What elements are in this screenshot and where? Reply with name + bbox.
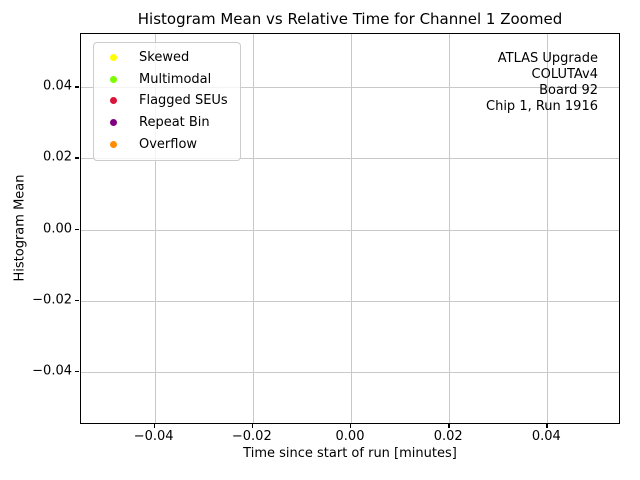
- y-tick-label: −0.04: [32, 363, 72, 379]
- y-tick-mark: [75, 86, 79, 88]
- x-tick-label: 0.02: [433, 429, 463, 444]
- legend-item: Flagged SEUs: [94, 90, 240, 112]
- annotation-line: COLUTAv4: [531, 67, 598, 82]
- legend-marker-icon: [110, 54, 117, 62]
- gridline-vertical: [154, 34, 156, 423]
- y-tick-label: 0.02: [43, 149, 72, 165]
- legend-item: Multimodal: [94, 69, 240, 91]
- gridline-vertical: [449, 34, 451, 423]
- gridline-vertical: [547, 34, 549, 423]
- legend-marker-icon: [110, 119, 117, 127]
- legend-item: Overflow: [94, 133, 240, 155]
- legend-item-label: Flagged SEUs: [139, 93, 228, 109]
- y-tick-label: 0.00: [43, 221, 72, 236]
- chart-title: Histogram Mean vs Relative Time for Chan…: [137, 10, 563, 28]
- x-tick-label: 0.00: [335, 429, 365, 444]
- legend: Skewed Multimodal Flagged SEUs Repeat Bin Ov…: [93, 42, 241, 161]
- gridline-horizontal: [81, 87, 619, 89]
- legend-item-label: Overflow: [139, 136, 198, 152]
- annotation-line: Chip 1, Run 1916: [486, 99, 598, 114]
- gridline-vertical: [252, 34, 254, 423]
- legend-marker-icon: [110, 97, 117, 105]
- legend-item-label: Repeat Bin: [139, 115, 210, 131]
- gridline-horizontal: [81, 371, 619, 373]
- gridline-horizontal: [81, 229, 619, 231]
- x-tick-label: −0.04: [133, 429, 174, 444]
- legend-item-label: Multimodal: [139, 71, 212, 87]
- gridline-horizontal: [81, 300, 619, 302]
- legend-item-label: Skewed: [139, 50, 190, 66]
- legend-marker-icon: [110, 75, 117, 83]
- legend-item: Repeat Bin: [94, 112, 240, 134]
- x-tick-mark: [251, 424, 254, 428]
- annotation-text: ATLAS Upgrade COLUTAv4 Board 92 Chip 1, Run…: [0, 51, 598, 115]
- legend-item: Skewed: [94, 47, 240, 69]
- x-tick-label: −0.02: [231, 429, 272, 444]
- annotation-line: ATLAS Upgrade: [497, 51, 598, 66]
- y-tick-mark: [75, 299, 79, 301]
- x-axis-label: Time since start of run [minutes]: [243, 446, 457, 461]
- y-tick-label: −0.02: [32, 292, 72, 308]
- y-tick-label: 0.04: [43, 78, 72, 94]
- y-tick-mark: [75, 370, 79, 373]
- annotation-line: Board 92: [539, 83, 598, 98]
- x-tick-label: 0.04: [531, 429, 561, 444]
- legend-marker-icon: [110, 140, 117, 148]
- gridline-horizontal: [81, 158, 619, 160]
- x-tick-mark: [546, 424, 548, 428]
- y-tick-mark: [75, 157, 79, 159]
- y-tick-mark: [75, 228, 79, 230]
- x-tick-mark: [448, 424, 450, 428]
- gridline-vertical: [351, 34, 352, 423]
- x-tick-mark: [350, 424, 352, 428]
- x-tick-mark: [153, 424, 156, 428]
